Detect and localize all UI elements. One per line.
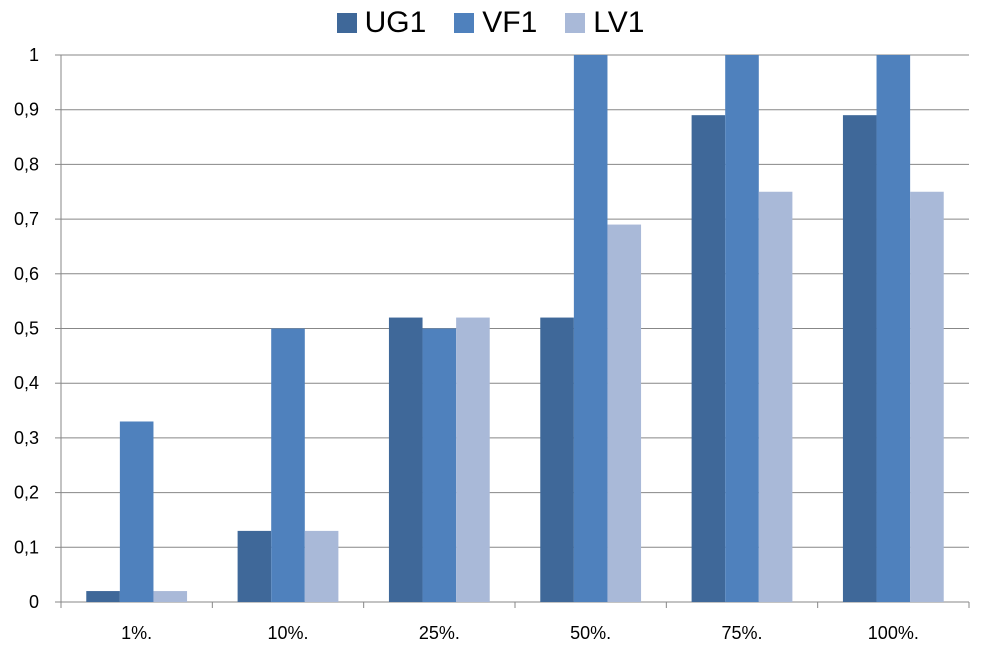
bar-vf1 (725, 55, 759, 602)
y-tick-label: 0 (29, 592, 39, 612)
bar-ug1 (237, 530, 272, 602)
bar-vf1 (876, 55, 911, 602)
y-tick-label: 0,6 (14, 264, 39, 284)
bar-lv1 (607, 224, 642, 602)
legend-swatch-vf1 (454, 13, 475, 33)
bar-vf1 (119, 421, 154, 602)
bar-vf1 (271, 328, 305, 602)
legend-item-ug1: UG1 (336, 6, 427, 40)
legend-label-vf1: VF1 (482, 6, 538, 39)
bar-lv1 (910, 191, 944, 602)
y-tick-label: 0,1 (14, 537, 39, 557)
y-tick-label: 0,2 (14, 483, 39, 503)
y-tick-label: 0,3 (14, 428, 39, 448)
legend-label-lv1: LV1 (593, 6, 645, 39)
x-tick-label: 50%. (570, 623, 611, 643)
x-tick-label: 75%. (721, 623, 762, 643)
bar-ug1 (540, 317, 574, 602)
legend-swatch-ug1 (336, 13, 357, 33)
bar-ug1 (86, 591, 120, 602)
chart-legend: UG1 VF1 LV1 (0, 6, 981, 40)
legend-item-lv1: LV1 (565, 6, 644, 40)
x-tick-label: 100%. (868, 623, 919, 643)
legend-label-ug1: UG1 (364, 6, 427, 39)
y-tick-label: 0,9 (14, 100, 39, 120)
bar-vf1 (422, 328, 457, 602)
y-tick-label: 1 (29, 45, 39, 65)
y-tick-label: 0,4 (14, 373, 39, 393)
legend-swatch-lv1 (565, 13, 586, 33)
bar-vf1 (573, 55, 608, 602)
legend-item-vf1: VF1 (454, 6, 537, 40)
bar-lv1 (153, 591, 188, 602)
bar-lv1 (758, 191, 793, 602)
y-tick-label: 0,7 (14, 209, 39, 229)
y-tick-label: 0,5 (14, 319, 39, 339)
x-tick-label: 25%. (419, 623, 460, 643)
x-tick-label: 1%. (121, 623, 152, 643)
x-tick-label: 10%. (267, 623, 308, 643)
bar-ug1 (388, 317, 423, 602)
bar-lv1 (304, 530, 339, 602)
bar-ug1 (842, 115, 877, 603)
bar-lv1 (456, 317, 490, 602)
y-tick-label: 0,8 (14, 154, 39, 174)
bar-ug1 (691, 115, 726, 603)
